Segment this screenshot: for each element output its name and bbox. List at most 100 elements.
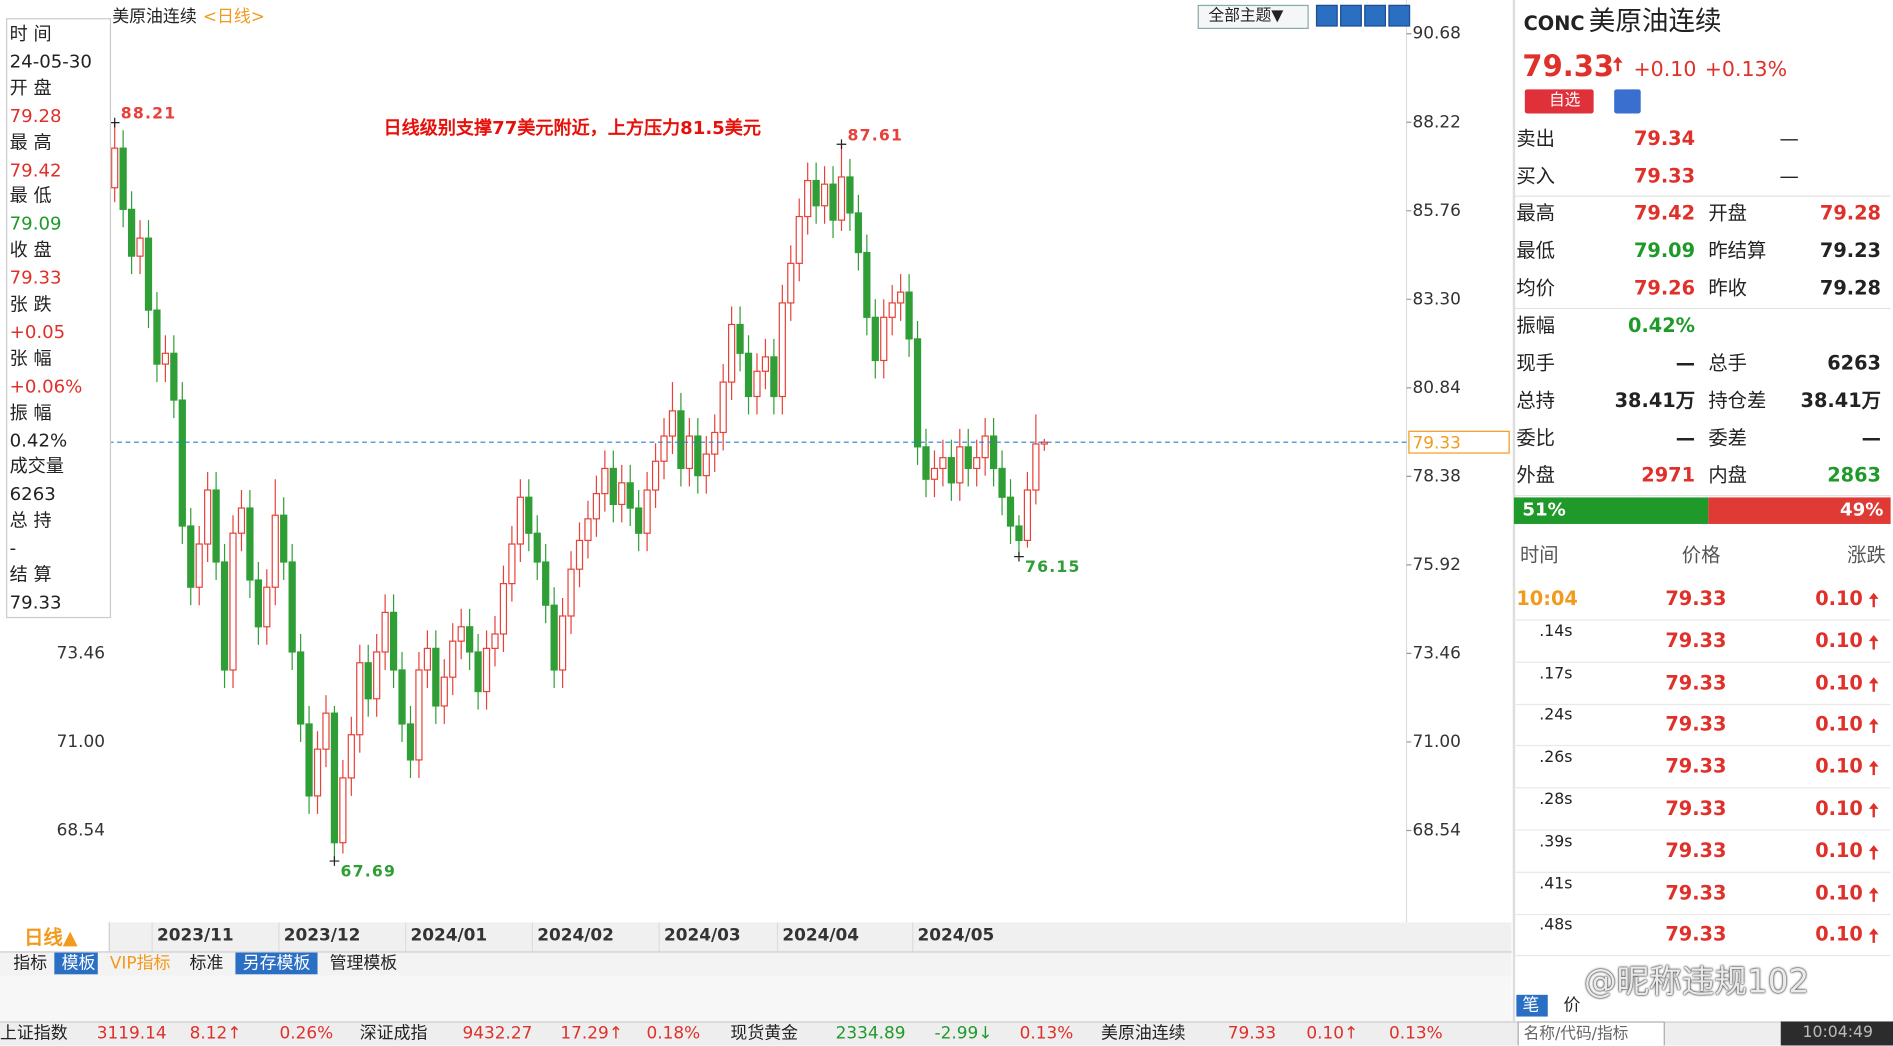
x-tick-label: 2024/02 [537,925,614,945]
candle-body [837,176,846,221]
blank-area [0,975,1512,1022]
quote-row-label: 外盘 [1516,463,1556,487]
candle-body [364,662,372,700]
alert-button[interactable] [1614,89,1641,114]
candle-body [313,748,322,797]
x-tick-label: 2024/04 [782,925,859,945]
quote-row-label: 总持 [1516,388,1556,412]
tool-button[interactable] [1340,4,1362,27]
tab[interactable]: 另存模板 [235,952,318,975]
last-price-label: 79.33 [1413,432,1461,452]
ticks-header: 时间 [1519,543,1559,567]
ticker-pct: 0.13% [1019,1023,1074,1044]
up-arrow-icon [1868,718,1879,734]
candle-body [804,179,812,218]
info-label: 时 间 [9,22,52,45]
candle-body [508,543,516,585]
candle-body [178,399,186,527]
y-tick-label-left: 68.54 [57,819,105,839]
theme-button[interactable]: 全部主题▼ [1197,4,1309,29]
candle-body [947,457,955,484]
tool-button[interactable] [1388,4,1411,27]
tool-button[interactable] [1315,4,1338,27]
y-tick-label: 88.22 [1413,111,1461,131]
tick-time: .41s [1539,874,1573,893]
candle-body [863,251,871,318]
info-value: +0.06% [9,375,83,397]
candle-body [144,237,153,311]
quote-row-label2: 总手 [1708,351,1747,375]
candle-body [153,309,161,365]
info-label: 收 盘 [9,239,52,262]
candle-body [567,568,575,617]
y-tick-label: 83.30 [1413,288,1461,308]
candle-body [846,176,854,214]
info-value: 79.28 [9,104,62,127]
info-value: 6263 [9,483,56,506]
tick-price: 79.33 [1665,796,1727,820]
quote-row-value: 79.33 [1633,164,1696,188]
candle-body [161,352,170,365]
candle-body [127,208,136,257]
tab[interactable]: 指标 [6,953,49,975]
candle-body [111,147,119,189]
quote-row-label: 买入 [1516,164,1556,188]
ratio-sell [1708,497,1891,524]
ticker-name: 上证指数 [0,1023,68,1044]
tool-button[interactable] [1364,4,1386,27]
candle-body [930,467,939,480]
chart-title: 美原油连续 [112,6,197,26]
quote-row-value: 79.26 [1633,276,1696,300]
search-box[interactable]: 名称/代码/指标 [1517,1021,1665,1046]
ticker-name: 美原油连续 [1101,1023,1186,1044]
tab[interactable]: 标准 [182,953,230,975]
candle-body [516,496,524,545]
candle-body [795,215,803,264]
candle-body [778,302,786,398]
y-tick-label: 90.68 [1413,23,1461,43]
info-label: 最 低 [9,185,52,207]
tick-change: 0.10 [1815,628,1863,652]
candle-body [415,669,423,761]
info-label: 振 幅 [9,401,52,424]
tick-price: 79.33 [1665,712,1727,736]
candle-body [423,647,432,671]
tab[interactable]: VIP指标 [103,953,178,975]
candle-body [449,640,457,678]
tick-price: 79.33 [1665,838,1727,862]
tick-footer-label: 价 [1563,996,1581,1016]
tick-change: 0.10 [1815,922,1863,946]
tab-label: 指标 [13,953,48,974]
y-tick-label: 71.00 [1413,731,1461,751]
favorite-button[interactable]: 自选 [1524,89,1594,114]
tab-label: 另存模板 [242,953,311,974]
y-tick-label: 75.92 [1413,554,1461,574]
ticker-pct: 0.26% [279,1023,334,1044]
candle-body [229,532,237,671]
candle-body [981,435,989,459]
candle-body [482,647,491,693]
ticker-change: 0.10↑ [1306,1023,1359,1044]
candle-body [668,410,677,437]
tab[interactable]: 模板 [54,952,98,975]
tab[interactable]: 管理模板 [322,953,404,975]
quote-row-value: 79.42 [1633,201,1696,225]
tick-footer-label: 笔 [1522,996,1540,1016]
tick-footer-tab[interactable]: 笔 [1516,994,1548,1017]
candle-body [677,410,685,470]
candle-body [457,626,465,642]
extreme-label: 76.15 [1025,557,1081,576]
tick-divider [1513,787,1891,789]
candle-body [288,561,296,653]
candle-body [820,183,829,207]
candle-body [406,723,415,761]
tick-price: 79.33 [1665,628,1727,652]
info-value: 0.42% [9,429,68,452]
candle-body [770,356,778,398]
candle-body [440,676,448,707]
info-label: 张 幅 [9,347,52,370]
quote-row-value2: 79.23 [1819,239,1881,262]
tick-change: 0.10 [1815,796,1863,820]
candle-body [702,453,710,477]
tick-change: 0.10 [1815,880,1863,904]
